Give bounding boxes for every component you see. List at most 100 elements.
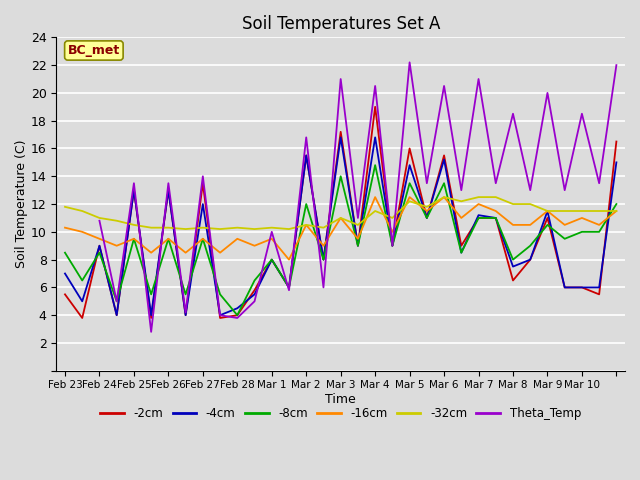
-32cm xyxy=(234,225,241,230)
-16cm xyxy=(130,236,138,241)
-16cm xyxy=(492,208,500,214)
-16cm xyxy=(612,208,620,214)
-32cm xyxy=(458,198,465,204)
-4cm xyxy=(251,291,259,297)
-32cm xyxy=(388,215,396,221)
Line: -32cm: -32cm xyxy=(65,197,616,229)
-2cm xyxy=(216,315,224,321)
Theta_Temp xyxy=(113,299,120,304)
Theta_Temp xyxy=(509,111,517,117)
-2cm xyxy=(285,285,293,290)
-2cm xyxy=(475,215,483,221)
-16cm xyxy=(78,229,86,235)
-4cm xyxy=(509,264,517,269)
-16cm xyxy=(147,250,155,255)
-16cm xyxy=(285,257,293,263)
-32cm xyxy=(475,194,483,200)
-4cm xyxy=(561,285,568,290)
-4cm xyxy=(216,312,224,318)
-2cm xyxy=(95,243,103,249)
-16cm xyxy=(526,222,534,228)
Theta_Temp xyxy=(561,187,568,193)
-4cm xyxy=(337,134,344,140)
-4cm xyxy=(371,134,379,140)
-4cm xyxy=(578,285,586,290)
-4cm xyxy=(492,215,500,221)
-4cm xyxy=(612,159,620,165)
-2cm xyxy=(526,257,534,263)
-2cm xyxy=(302,153,310,158)
-16cm xyxy=(458,215,465,221)
-8cm xyxy=(199,236,207,241)
-2cm xyxy=(371,104,379,110)
Theta_Temp xyxy=(440,83,448,89)
Theta_Temp xyxy=(234,315,241,321)
-8cm xyxy=(319,257,327,263)
Theta_Temp xyxy=(337,76,344,82)
-4cm xyxy=(234,305,241,311)
-16cm xyxy=(371,194,379,200)
-8cm xyxy=(371,162,379,168)
-32cm xyxy=(216,226,224,232)
Theta_Temp xyxy=(95,218,103,224)
-32cm xyxy=(354,222,362,228)
-4cm xyxy=(354,243,362,249)
-32cm xyxy=(526,201,534,207)
Theta_Temp xyxy=(199,173,207,179)
Theta_Temp xyxy=(492,180,500,186)
-16cm xyxy=(561,222,568,228)
-4cm xyxy=(268,257,276,263)
-32cm xyxy=(578,208,586,214)
-8cm xyxy=(612,201,620,207)
-32cm xyxy=(113,218,120,224)
-8cm xyxy=(130,236,138,241)
-16cm xyxy=(423,208,431,214)
-32cm xyxy=(440,194,448,200)
-8cm xyxy=(509,257,517,263)
Theta_Temp xyxy=(251,299,259,304)
Theta_Temp xyxy=(371,83,379,89)
-2cm xyxy=(561,285,568,290)
-4cm xyxy=(319,257,327,263)
Theta_Temp xyxy=(475,76,483,82)
-8cm xyxy=(113,299,120,304)
-8cm xyxy=(561,236,568,241)
-4cm xyxy=(595,285,603,290)
-32cm xyxy=(268,225,276,230)
-8cm xyxy=(147,291,155,297)
Title: Soil Temperatures Set A: Soil Temperatures Set A xyxy=(241,15,440,33)
-8cm xyxy=(285,285,293,290)
-8cm xyxy=(578,229,586,235)
-4cm xyxy=(423,215,431,221)
-32cm xyxy=(147,225,155,230)
-32cm xyxy=(251,226,259,232)
-2cm xyxy=(199,180,207,186)
-2cm xyxy=(234,312,241,318)
Theta_Temp xyxy=(268,229,276,235)
-2cm xyxy=(543,215,551,221)
-4cm xyxy=(285,285,293,290)
-8cm xyxy=(216,291,224,297)
-8cm xyxy=(78,277,86,283)
-16cm xyxy=(302,222,310,228)
-16cm xyxy=(61,225,69,230)
-8cm xyxy=(423,215,431,221)
-4cm xyxy=(164,187,172,193)
-4cm xyxy=(388,243,396,249)
Theta_Temp xyxy=(543,90,551,96)
-2cm xyxy=(509,277,517,283)
-8cm xyxy=(526,243,534,249)
-32cm xyxy=(182,226,189,232)
Theta_Temp xyxy=(595,180,603,186)
Line: -2cm: -2cm xyxy=(65,107,616,318)
Theta_Temp xyxy=(147,329,155,335)
-8cm xyxy=(440,180,448,186)
-2cm xyxy=(388,243,396,249)
-16cm xyxy=(113,243,120,249)
-4cm xyxy=(95,243,103,249)
-2cm xyxy=(164,187,172,193)
-32cm xyxy=(595,208,603,214)
-8cm xyxy=(492,215,500,221)
-32cm xyxy=(164,225,172,230)
-16cm xyxy=(337,215,344,221)
